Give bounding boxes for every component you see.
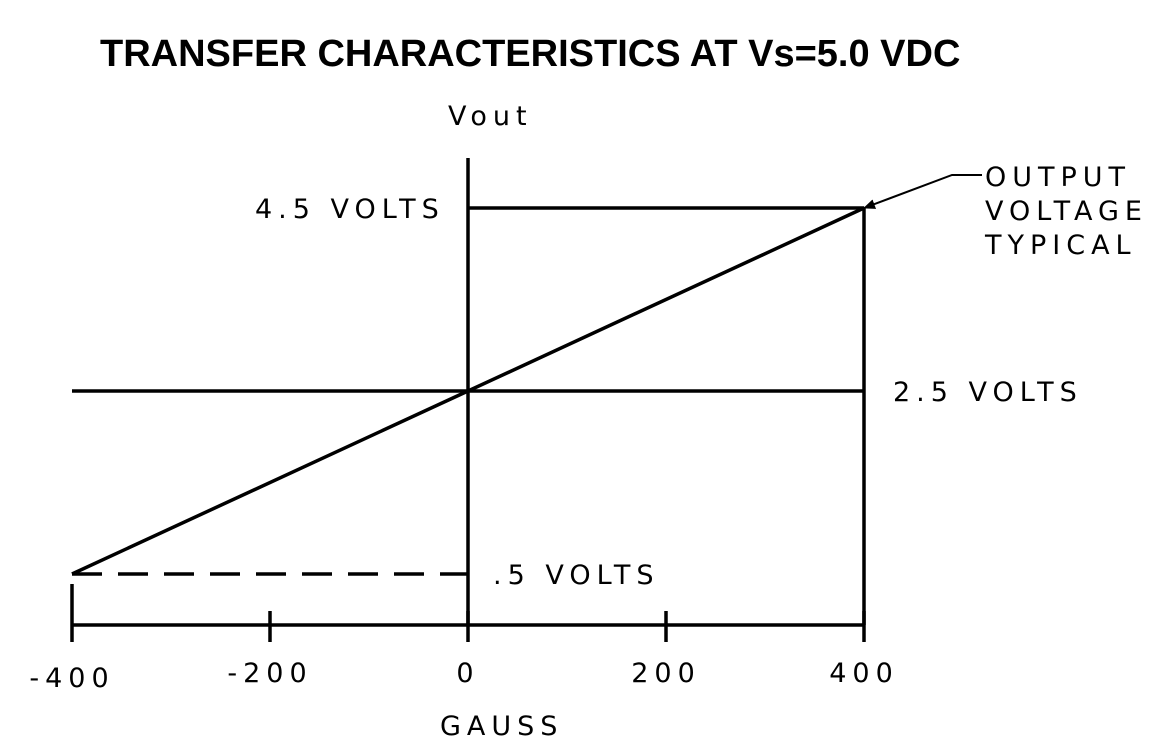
x-tick-label-3: 200 xyxy=(631,658,701,689)
x-tick-label-4: 400 xyxy=(829,658,899,689)
x-axis-label: GAUSS xyxy=(440,711,563,740)
annotation-leader xyxy=(863,174,982,209)
x-tick-label-2: 0 xyxy=(456,658,479,689)
reference-label-0: 4.5 VOLTS xyxy=(255,194,445,225)
annotation-line-2: TYPICAL xyxy=(984,230,1137,261)
x-tick-label-0: -400 xyxy=(29,663,114,694)
chart-title: TRANSFER CHARACTERISTICS AT Vs=5.0 VDC xyxy=(100,33,960,75)
series-group xyxy=(71,206,865,576)
series-line-0 xyxy=(71,206,865,576)
annotation-line-1: VOLTAGE xyxy=(985,196,1148,227)
y-axis-label: Vout xyxy=(448,101,533,132)
reference-lines: 4.5 VOLTS 2.5 VOLTS .5 VOLTS xyxy=(72,194,1083,591)
reference-label-1: 2.5 VOLTS xyxy=(893,377,1083,408)
x-ticks: -400 -200 0 200 400 xyxy=(29,584,899,694)
reference-label-2: .5 VOLTS xyxy=(493,560,660,591)
x-tick-label-1: -200 xyxy=(227,658,312,689)
annotation-line-0: OUTPUT xyxy=(985,162,1131,193)
